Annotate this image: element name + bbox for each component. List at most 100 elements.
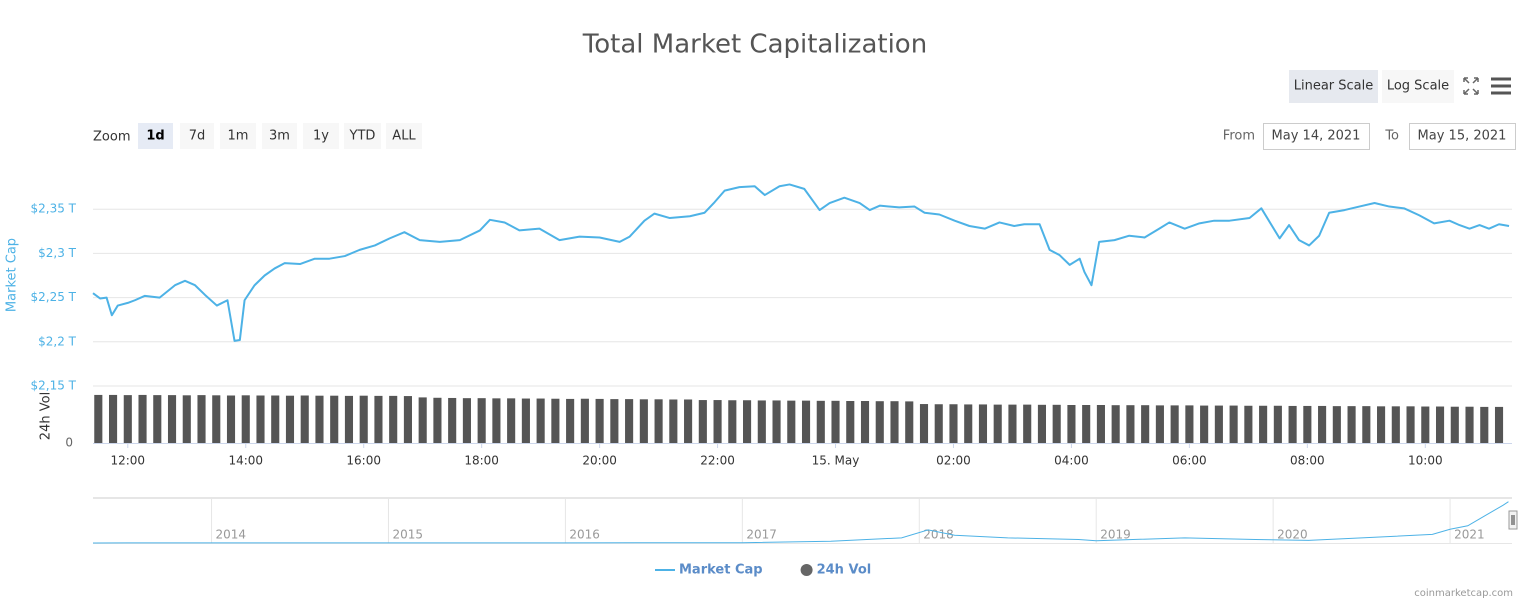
legend-label[interactable]: Market Cap [679, 563, 763, 578]
volume-bar [610, 399, 619, 443]
menu-icon[interactable] [1491, 77, 1511, 95]
zoom-button-label[interactable]: 1d [146, 129, 164, 144]
x-tick-label: 18:00 [464, 454, 499, 468]
volume-bar [1480, 406, 1489, 443]
navigator-tick-label: 2021 [1454, 528, 1485, 542]
volume-bar [521, 398, 530, 443]
y-tick-label: $2,35 T [31, 202, 77, 216]
navigator-handle-box[interactable] [1508, 510, 1518, 530]
volume-bar [1362, 406, 1371, 443]
y-tick-label: $2,3 T [38, 246, 77, 260]
volume-bar [1421, 406, 1430, 443]
x-tick-label: 20:00 [582, 454, 617, 468]
zoom-button[interactable] [220, 123, 256, 149]
volume-bar [639, 399, 648, 443]
navigator-line [92, 501, 1509, 544]
volume-bar [846, 401, 855, 443]
menu-button[interactable] [1488, 72, 1514, 100]
volume-bar [757, 400, 766, 443]
from-input[interactable] [1263, 123, 1370, 150]
credits: coinmarketcap.com [1414, 588, 1513, 599]
volume-bar [1494, 406, 1504, 443]
zoom-button-label[interactable]: 1y [313, 129, 329, 144]
scale-button[interactable] [1382, 70, 1454, 103]
zoom-button-label[interactable]: 1m [228, 129, 249, 144]
volume-bar [433, 397, 442, 443]
volume-bar [595, 398, 604, 443]
volume-bar [389, 395, 398, 443]
x-tick-label: 08:00 [1290, 454, 1325, 468]
legend-label[interactable]: 24h Vol [817, 563, 872, 578]
zoom-button-label[interactable]: 3m [269, 129, 290, 144]
volume-bar [1126, 405, 1135, 443]
volume-bar [684, 399, 693, 443]
y-tick-label: $2,2 T [38, 334, 77, 348]
volume-bar [728, 400, 737, 443]
volume-bar [1377, 406, 1386, 443]
zoom-button[interactable] [262, 123, 297, 149]
fullscreen-button[interactable] [1458, 72, 1484, 100]
x-tick-label: 12:00 [110, 454, 145, 468]
y-axis-title: Market Cap [5, 238, 20, 312]
fullscreen-icon[interactable] [1463, 77, 1479, 95]
volume-bar [403, 396, 412, 443]
volume-bar [256, 395, 265, 443]
to-input[interactable] [1409, 123, 1516, 150]
volume-bar [1229, 405, 1238, 443]
zoom-button[interactable] [138, 123, 173, 149]
legend-marker[interactable] [800, 564, 813, 576]
volume-bar [551, 398, 560, 443]
volume-bar [418, 397, 427, 443]
zoom-button[interactable] [180, 123, 214, 149]
zoom-label: Zoom [93, 130, 130, 145]
zoom-button[interactable] [386, 123, 422, 149]
x-tick-label: 10:00 [1408, 454, 1443, 468]
volume-bar [1096, 405, 1105, 443]
volume-bar [1347, 406, 1356, 443]
scale-button[interactable] [1289, 70, 1378, 103]
volume-bar [580, 398, 589, 443]
volume-bar [934, 404, 943, 443]
volume-bar [1185, 405, 1194, 443]
volume-bar [330, 395, 339, 443]
navigator-handle-grip[interactable] [1511, 515, 1515, 525]
volume-bar [743, 400, 752, 443]
volume-bar [1406, 406, 1415, 443]
volume-bar [1170, 405, 1179, 443]
x-tick-label: 04:00 [1054, 454, 1089, 468]
market-cap-line [92, 183, 1510, 342]
x-tick-label: 16:00 [346, 454, 381, 468]
volume-bar [1273, 405, 1282, 443]
volume-bar [315, 395, 324, 443]
chart-title: Total Market Capitalization [582, 30, 927, 60]
volume-bar [949, 404, 958, 443]
y2-axis-title: 24h Vol [39, 392, 54, 440]
fullscreen-bg[interactable] [1458, 72, 1484, 100]
volume-bar [964, 404, 973, 443]
zoom-button[interactable] [344, 123, 381, 149]
navigator-handle[interactable] [1508, 510, 1518, 530]
zoom-button-label[interactable]: 7d [189, 129, 206, 144]
to-value[interactable]: May 15, 2021 [1418, 129, 1507, 144]
zoom-button-label[interactable]: ALL [392, 129, 416, 144]
volume-bar [978, 404, 988, 443]
navigator-tick-label: 2019 [1100, 528, 1131, 542]
volume-bar [448, 397, 457, 443]
scale-button-label[interactable]: Log Scale [1387, 79, 1449, 94]
x-tick-label: 14:00 [228, 454, 263, 468]
volume-bar [1008, 404, 1017, 443]
volume-bar [108, 394, 118, 443]
volume-bar [772, 400, 781, 443]
volume-bar [1259, 405, 1268, 443]
volume-bar [300, 395, 309, 443]
x-tick-label: 06:00 [1172, 454, 1207, 468]
volume-bar [1288, 405, 1297, 443]
zoom-button[interactable] [303, 123, 339, 149]
scale-button-label[interactable]: Linear Scale [1294, 79, 1374, 94]
from-value[interactable]: May 14, 2021 [1272, 129, 1361, 144]
volume-bar [344, 395, 354, 443]
volume-bar [477, 398, 486, 443]
zoom-button-label[interactable]: YTD [349, 129, 376, 144]
